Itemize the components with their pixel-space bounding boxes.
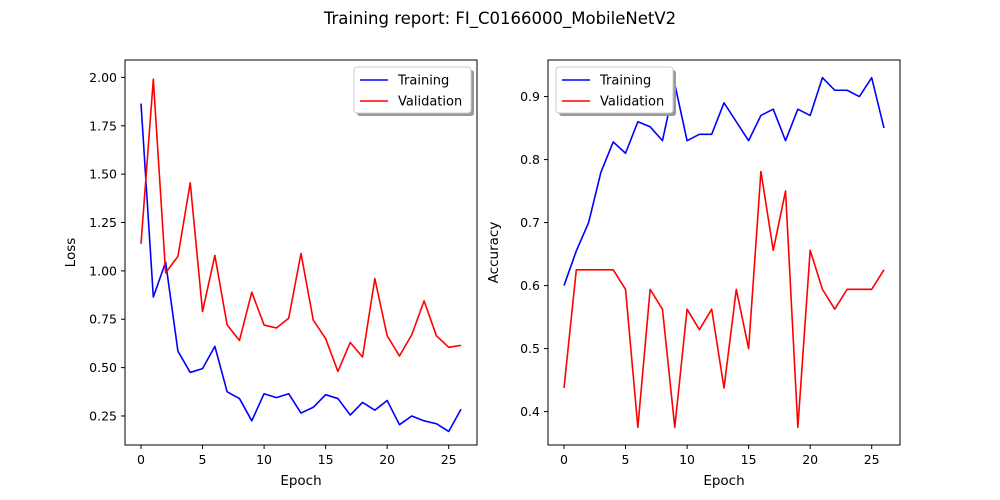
loss-xtick-label: 0	[137, 452, 145, 467]
accuracy-xtick-label: 0	[560, 452, 568, 467]
loss-xtick-label: 20	[379, 452, 395, 467]
accuracy-xtick-label: 20	[802, 452, 818, 467]
loss-chart: 0 5 10 15 20 25 0.25 0.50 0.75 1.00 1.25 1.50 1.75 2.…	[63, 59, 478, 489]
loss-legend-validation-label: Validation	[398, 95, 462, 110]
loss-ytick-label: 1.50	[89, 167, 117, 182]
loss-axes-frame	[124, 59, 478, 446]
loss-series-training-line	[140, 103, 462, 433]
accuracy-xtick-label: 25	[864, 452, 880, 467]
accuracy-ytick-label: 0.7	[520, 215, 540, 230]
loss-xlabel: Epoch	[280, 473, 321, 489]
loss-xtick-label: 5	[199, 452, 207, 467]
loss-legend-training-label: Training	[397, 74, 449, 89]
loss-xtick-label: 25	[441, 452, 457, 467]
accuracy-xtick-label: 10	[679, 452, 695, 467]
loss-ytick-label: 1.75	[89, 118, 117, 133]
loss-ytick-label: 1.25	[89, 215, 117, 230]
accuracy-xlabel: Epoch	[703, 473, 744, 489]
accuracy-xtick-label: 5	[622, 452, 630, 467]
loss-series-validation-line	[140, 78, 462, 373]
loss-xtick-label: 10	[256, 452, 272, 467]
accuracy-ylabel: Accuracy	[486, 222, 502, 284]
accuracy-legend: Training Validation	[555, 66, 676, 116]
accuracy-chart: 0 5 10 15 20 25 0.4 0.5 0.6 0.7 0.8 0.9 Epoch Accurac…	[486, 59, 901, 489]
figure-title: Training report: FI_C0166000_MobileNetV2	[323, 9, 676, 29]
accuracy-ytick-label: 0.4	[520, 404, 540, 419]
loss-ytick-label: 0.75	[89, 312, 117, 327]
loss-ytick-label: 2.00	[89, 70, 117, 85]
accuracy-axes-frame	[547, 59, 901, 446]
loss-ytick-label: 0.50	[89, 360, 117, 375]
accuracy-ytick-label: 0.5	[520, 341, 540, 356]
loss-ytick-label: 1.00	[89, 263, 117, 278]
accuracy-legend-training-label: Training	[599, 74, 651, 89]
loss-ytick-label: 0.25	[89, 408, 117, 423]
accuracy-ytick-label: 0.9	[520, 89, 540, 104]
accuracy-xtick-label: 15	[741, 452, 757, 467]
loss-ylabel: Loss	[63, 238, 79, 268]
accuracy-ytick-label: 0.8	[520, 152, 540, 167]
accuracy-legend-validation-label: Validation	[600, 95, 664, 110]
loss-legend: Training Validation	[353, 66, 474, 116]
accuracy-series-training-line	[563, 76, 885, 286]
accuracy-series-validation-line	[563, 170, 885, 429]
loss-xtick-label: 15	[318, 452, 334, 467]
accuracy-ytick-label: 0.6	[520, 278, 540, 293]
